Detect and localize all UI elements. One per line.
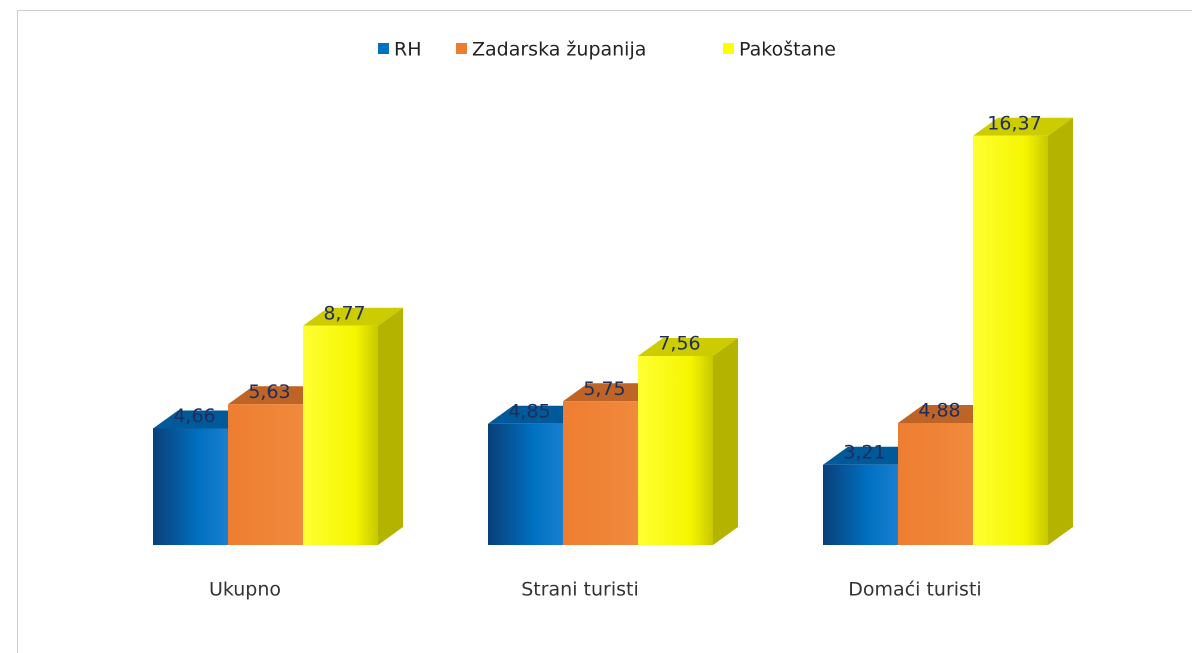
bar-top [638, 338, 738, 356]
legend-swatch [456, 43, 467, 54]
value-label: 8,77 [323, 302, 365, 324]
legend-swatch [723, 43, 734, 54]
value-label: 3,21 [843, 441, 885, 463]
bar-side [378, 307, 403, 545]
bar [638, 356, 713, 545]
legend-text: Zadarska županija [472, 39, 646, 61]
value-label: 4,88 [918, 400, 960, 422]
value-label: 5,75 [583, 378, 625, 400]
bar [973, 135, 1048, 545]
bar [153, 428, 228, 545]
legend-text: Pakoštane [739, 39, 836, 61]
bar [228, 404, 303, 545]
value-label: 5,63 [248, 381, 290, 403]
bar-top [973, 117, 1073, 136]
bar [823, 464, 898, 545]
bar-top [303, 307, 403, 326]
bar [898, 423, 973, 545]
legend-swatch [378, 43, 389, 54]
value-label: 4,85 [508, 400, 550, 422]
bar [488, 423, 563, 545]
bar-side [713, 338, 738, 545]
x-tick-label: Ukupno [209, 579, 281, 601]
value-label: 7,56 [658, 333, 700, 355]
bar-side [1048, 117, 1073, 545]
bar [563, 401, 638, 545]
bar [303, 325, 378, 545]
value-label: 4,66 [173, 405, 215, 427]
x-tick-label: Domaći turisti [848, 579, 981, 601]
x-tick-label: Strani turisti [521, 579, 639, 601]
legend-text: RH [394, 39, 422, 61]
value-label: 16,37 [987, 112, 1041, 134]
